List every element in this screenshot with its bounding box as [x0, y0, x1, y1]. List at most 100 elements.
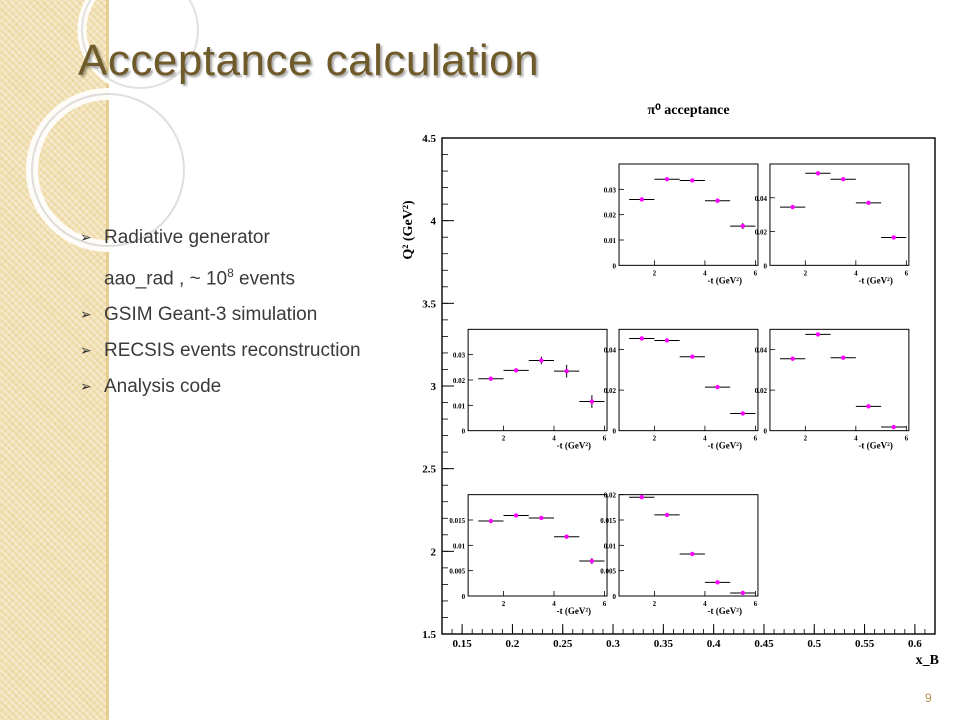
- data-point: [690, 354, 695, 359]
- y-tick-label: 2: [431, 546, 437, 558]
- data-point: [589, 558, 595, 564]
- subplot-x-axis-label: -t (GeV²): [858, 275, 892, 285]
- data-point: [639, 197, 644, 202]
- subplot-y-tick-label: 0.02: [604, 387, 617, 395]
- data-point: [866, 200, 871, 206]
- subplot-y-tick-label: 0.02: [755, 387, 768, 395]
- data-point: [715, 198, 720, 203]
- y-tick-label: 4: [431, 216, 437, 228]
- subplot-y-tick-label: 0.02: [453, 377, 466, 385]
- bullet-item: ➢ Analysis code: [80, 375, 400, 398]
- bullet-item: ➢ RECSIS events reconstruction: [80, 339, 400, 362]
- subplot-x-axis-label: -t (GeV²): [708, 275, 742, 285]
- subplot-y-tick-label: 0.005: [449, 568, 465, 576]
- subplot-x-tick-label: 4: [703, 269, 707, 277]
- data-point: [488, 376, 494, 381]
- subplot-y-zero-label: 0: [613, 593, 617, 601]
- page-number: 9: [925, 691, 932, 705]
- data-point: [513, 368, 519, 373]
- x-tick-label: 0.2: [506, 638, 520, 650]
- y-tick-label: 1.5: [422, 629, 436, 641]
- subplot-x-tick-label: 4: [854, 435, 858, 443]
- data-point: [790, 204, 795, 210]
- x-tick-label: 0.15: [452, 638, 472, 650]
- data-point: [841, 177, 846, 182]
- data-point: [539, 515, 544, 521]
- x-tick-label: 0.35: [654, 638, 674, 650]
- subplot-x-tick-label: 4: [854, 269, 858, 277]
- data-point: [740, 223, 746, 229]
- decorative-rings: [26, 0, 200, 252]
- subplot-x-tick-label: 6: [754, 435, 758, 443]
- data-point: [564, 368, 569, 374]
- x-tick-label: 0.4: [707, 638, 721, 650]
- data-point: [664, 338, 670, 343]
- subplot-x-tick-label: 2: [502, 600, 506, 608]
- subplot-y-zero-label: 0: [763, 428, 767, 436]
- subplot-x-tick-label: 2: [653, 435, 657, 443]
- subplot-x-tick-label: 6: [603, 600, 607, 608]
- bullet-text-before: aao_rad , ~ 10: [104, 268, 228, 290]
- subplot-frame: [467, 328, 608, 432]
- subplot-y-tick-label: 0.04: [755, 195, 768, 203]
- subplot-x-tick-label: 6: [754, 269, 758, 277]
- data-point: [664, 512, 670, 518]
- data-point: [488, 518, 494, 524]
- arrow-bullet-icon: ➢: [80, 229, 92, 245]
- data-point: [539, 358, 544, 363]
- y-tick-label: 2.5: [422, 464, 436, 476]
- subplot-y-tick-label: 0.04: [604, 347, 617, 355]
- data-point: [790, 356, 795, 361]
- subplot-y-tick-label: 0.03: [453, 352, 466, 360]
- acceptance-plot: π⁰ acceptance Q² (GeV²) x_B 0.15 0.2 0.25 0.3 0…: [401, 103, 939, 668]
- data-point: [564, 534, 569, 539]
- subplot-y-tick-label: 0.02: [604, 492, 617, 500]
- data-point: [891, 235, 896, 240]
- subplot-frame: [467, 494, 608, 597]
- chart-title: π⁰ acceptance: [647, 103, 729, 118]
- subplot-x-tick-label: 6: [905, 269, 909, 277]
- subplot-x-tick-label: 4: [552, 600, 556, 608]
- bullet-text: Radiative generator: [104, 227, 270, 248]
- subplot-y-tick-label: 0.02: [755, 229, 768, 237]
- subplot-y-tick-label: 0.02: [604, 212, 617, 220]
- arrow-bullet-icon: ➢: [80, 306, 92, 323]
- subplot-x-tick-label: 4: [552, 435, 556, 443]
- y-tick-label: 3.5: [422, 298, 436, 310]
- subplot-y-tick-label: 0.015: [449, 517, 465, 525]
- data-point: [513, 513, 519, 518]
- subplot-y-zero-label: 0: [613, 428, 617, 436]
- subplot-frame: [618, 494, 759, 597]
- subplot-x-axis-label: -t (GeV²): [557, 606, 591, 616]
- subplot-x-tick-label: 6: [603, 435, 607, 443]
- bullet-text: Analysis code: [104, 376, 222, 398]
- bullet-subitem: aao_rad , ~ 108 events: [80, 262, 400, 290]
- side-strip-edge: [106, 0, 109, 720]
- data-point: [815, 332, 821, 337]
- subplot-x-tick-label: 2: [653, 600, 657, 608]
- subplot-y-tick-label: 0.01: [604, 237, 617, 245]
- subplot-frame: [769, 328, 910, 432]
- data-point: [715, 580, 720, 585]
- data-point: [639, 336, 644, 341]
- y-tick-label: 4.5: [422, 133, 436, 145]
- subplot-x-tick-label: 2: [804, 269, 808, 277]
- bullet-item: ➢ Radiative generator: [80, 226, 400, 249]
- x-tick-label: 0.5: [807, 638, 821, 650]
- data-point: [690, 178, 695, 183]
- data-point: [690, 551, 695, 557]
- subplot-y-tick-label: 0.01: [453, 402, 466, 410]
- data-point: [715, 384, 720, 390]
- x-tick-label: 0.3: [606, 638, 620, 650]
- bullet-item: ➢ GSIM Geant-3 simulation: [80, 303, 400, 326]
- data-point: [891, 424, 896, 430]
- slide-title: Acceptance calculation: [78, 36, 540, 85]
- subplot-y-tick-label: 0.015: [600, 517, 616, 525]
- data-point: [740, 590, 746, 596]
- subplot-frame: [618, 163, 759, 266]
- bullet-superscript: 8: [227, 266, 234, 280]
- x-axis-label: x_B: [916, 653, 939, 668]
- subplot-x-tick-label: 2: [502, 435, 506, 443]
- y-axis-label: Q² (GeV²): [401, 200, 416, 260]
- data-point: [740, 411, 746, 416]
